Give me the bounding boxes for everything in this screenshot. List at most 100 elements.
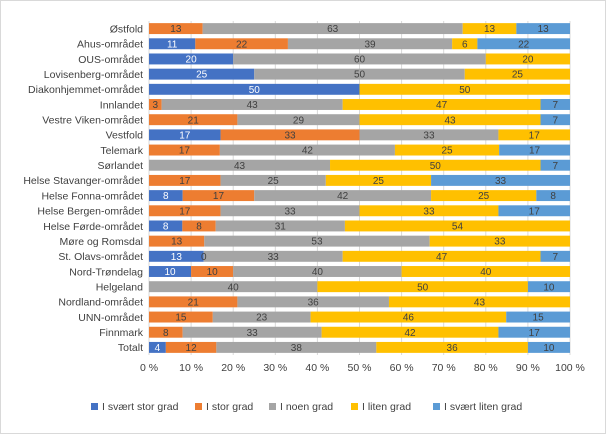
category-label: Helse Fonna-området (41, 190, 143, 202)
category-label: Diakonhjemmet-området (28, 84, 143, 96)
data-label: 8 (196, 222, 202, 233)
data-label: 17 (529, 130, 541, 141)
bar-segment (233, 53, 486, 65)
bar-segment (204, 235, 430, 247)
legend-swatch (195, 403, 202, 410)
data-label: 8 (163, 191, 169, 202)
legend-label: I svært stor grad (102, 401, 179, 413)
category-label: Nordland-området (58, 297, 143, 309)
data-label: 25 (478, 191, 490, 202)
category-label: Ahus-området (77, 39, 143, 51)
bar-segment (540, 250, 570, 262)
bar-segment (149, 99, 162, 110)
bar-segment (237, 296, 389, 308)
x-tick-label: 40 % (305, 362, 329, 374)
legend-label: I svært liten grad (444, 401, 522, 413)
data-label: 21 (188, 297, 200, 308)
data-label: 36 (308, 297, 320, 308)
data-label: 42 (404, 328, 416, 339)
data-label: 7 (552, 115, 558, 126)
bar-segment (485, 53, 570, 65)
category-label: Telemark (100, 145, 143, 157)
data-label: 47 (436, 252, 448, 263)
bar-segment (527, 341, 570, 353)
data-label: 7 (552, 100, 558, 111)
legend: I svært stor grad I stor grad I noen grad I… (91, 401, 522, 413)
bar-segment (431, 190, 537, 202)
legend-label: I noen grad (280, 401, 333, 413)
bar-segment (498, 205, 570, 217)
data-label: 50 (417, 282, 429, 293)
bar-segment (216, 341, 377, 353)
data-label: 50 (430, 161, 442, 172)
data-label: 33 (247, 328, 259, 339)
data-label: 13 (484, 24, 496, 35)
bar-segment (215, 220, 345, 232)
bar-segment (195, 38, 288, 50)
bar-segment (237, 114, 360, 126)
bar-segment (212, 311, 311, 323)
data-label: 43 (234, 161, 246, 172)
bar-segment (149, 190, 183, 202)
data-label: 7 (552, 161, 558, 172)
category-label: Vestre Viken-området (42, 114, 143, 126)
bar-segment (536, 190, 570, 202)
bar-segment (149, 311, 213, 323)
data-label: 17 (179, 146, 191, 157)
data-label: 25 (441, 146, 453, 157)
bar-segment (149, 205, 221, 217)
bar-segment (182, 190, 255, 202)
data-label: 13 (170, 24, 182, 35)
bar-segment (321, 326, 499, 338)
data-label: 17 (179, 176, 191, 187)
data-label: 33 (268, 252, 280, 263)
data-label: 40 (480, 267, 492, 278)
data-label: 33 (495, 176, 507, 187)
bar-segment (498, 326, 570, 338)
category-label: Helse Førde-området (43, 221, 143, 233)
bar-segment (191, 266, 234, 277)
bar-segment (344, 220, 570, 232)
bar-segment (342, 99, 541, 110)
bar-segment (254, 190, 432, 202)
category-label: St. Olavs-området (58, 251, 143, 263)
x-tick-label: 50 % (348, 362, 372, 374)
bar-segment (220, 205, 360, 217)
data-label: 20 (522, 55, 534, 66)
data-label: 25 (512, 70, 524, 81)
category-label: Sørlandet (97, 160, 143, 172)
data-label: 33 (423, 206, 435, 217)
bar-segment (182, 326, 322, 338)
bar-segment (233, 266, 402, 277)
bar-segment (149, 114, 238, 126)
bar-segment (149, 235, 205, 247)
category-label: Helse Stavanger-området (23, 175, 143, 187)
data-label: 25 (268, 176, 280, 187)
bar-segment (182, 220, 216, 232)
data-label: 63 (327, 24, 339, 35)
data-label: 22 (518, 39, 530, 50)
bar-segment (165, 341, 217, 353)
bar-segment (149, 281, 318, 293)
category-label: Vestfold (106, 130, 144, 142)
bar-segment (540, 159, 570, 171)
x-tick-label: 60 % (390, 362, 414, 374)
data-label: 11 (167, 39, 178, 50)
bar-segment (149, 341, 166, 353)
data-label: 53 (311, 237, 323, 248)
bar-segment (149, 129, 221, 141)
data-label: 13 (171, 237, 183, 248)
bar-segment (527, 281, 570, 293)
data-label: 17 (529, 328, 541, 339)
bar-segment (429, 235, 570, 247)
data-label: 13 (171, 252, 183, 263)
category-label: Nord-Trøndelag (69, 266, 143, 278)
data-label: 50 (459, 85, 471, 96)
data-label: 23 (256, 313, 268, 324)
bar-segment (342, 250, 541, 262)
bar-segment (330, 159, 541, 171)
bar-segment (149, 68, 255, 80)
category-label: UNN-området (78, 312, 143, 324)
category-label: Totalt (118, 342, 143, 354)
data-label: 17 (179, 130, 191, 141)
